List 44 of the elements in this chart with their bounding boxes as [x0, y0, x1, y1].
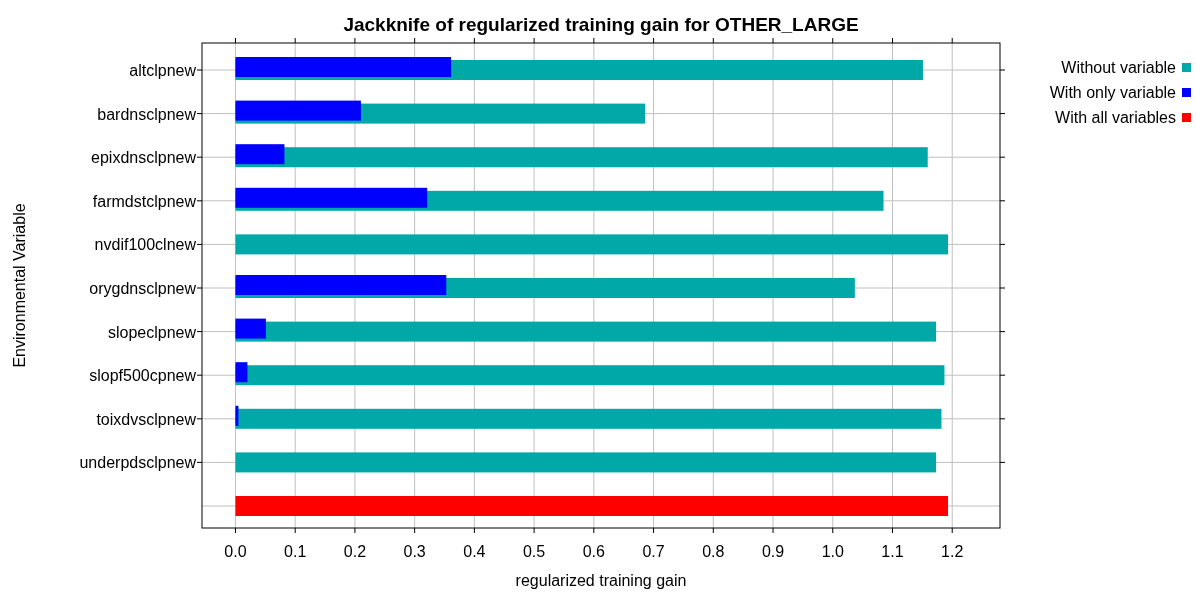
bar: [235, 318, 266, 339]
chart-title: Jackknife of regularized training gain for OTHER_LARGE: [343, 14, 859, 35]
bar: [235, 187, 428, 208]
y-tick-label: underpdsclpnew: [79, 454, 197, 472]
bar: [235, 496, 949, 516]
y-tick-label: farmdstclpnew: [92, 192, 197, 210]
y-tick-label: altclpnew: [129, 62, 197, 79]
y-tick-label: slopf500cpnew: [89, 367, 197, 385]
bar: [235, 57, 452, 77]
y-tick-label: toixdvsclpnew: [96, 410, 197, 428]
bar: [235, 100, 361, 121]
bar: [235, 321, 937, 342]
y-tick-label: bardnsclpnew: [97, 105, 197, 123]
x-tick-label: 0.0: [224, 543, 247, 560]
bar: [235, 275, 447, 295]
legend-label: With only variable: [1049, 84, 1177, 101]
x-tick-label: 0.6: [582, 543, 606, 560]
y-axis-title: Environmental Variable: [11, 203, 28, 368]
y-tick-label: orygdnsclpnew: [89, 280, 197, 297]
x-tick-label: 0.4: [463, 543, 486, 560]
bar: [235, 144, 285, 165]
x-tick-label: 0.1: [284, 543, 307, 560]
x-tick-label: 0.5: [522, 543, 546, 560]
bar: [235, 408, 942, 429]
x-tick-label: 1.1: [881, 543, 904, 560]
x-tick-label: 0.3: [403, 543, 426, 560]
bar: [235, 362, 248, 383]
bar: [235, 147, 928, 168]
legend-label: Without variable: [1061, 59, 1177, 76]
x-tick-label: 0.2: [343, 543, 367, 560]
bar: [235, 365, 945, 386]
x-tick-label: 1.0: [821, 543, 844, 560]
x-tick-label: 0.9: [761, 543, 785, 560]
x-axis-title: regularized training gain: [515, 572, 687, 589]
x-tick-label: 1.2: [941, 543, 964, 560]
y-tick-label: slopeclpnew: [107, 323, 197, 341]
y-tick-label: nvdif100clnew: [94, 236, 197, 254]
x-tick-label: 0.8: [702, 543, 725, 560]
bar: [235, 452, 937, 473]
bar: [235, 234, 949, 255]
legend-label: With all variables: [1055, 109, 1176, 126]
y-tick-label: epixdnsclpnew: [91, 149, 197, 167]
bar: [235, 405, 239, 426]
x-tick-label: 0.7: [642, 543, 665, 560]
